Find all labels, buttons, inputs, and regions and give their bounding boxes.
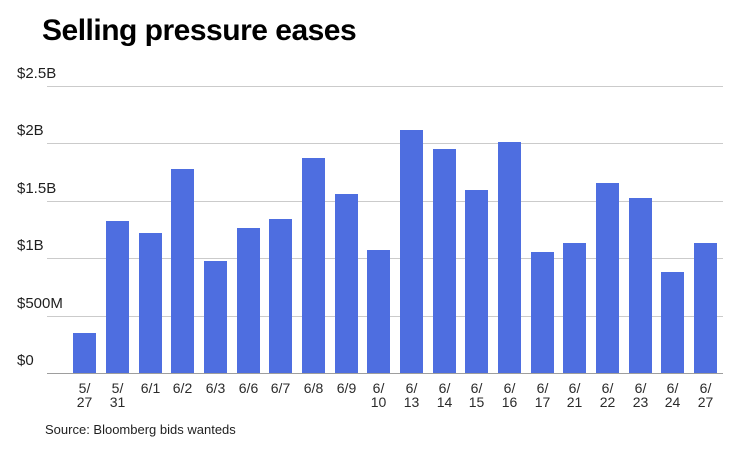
x-tick-label: 6/22 <box>599 380 616 410</box>
bar <box>563 243 586 373</box>
gridline <box>47 201 723 202</box>
y-tick-label: $2B <box>17 122 44 139</box>
x-tick-label: 6/23 <box>632 380 649 410</box>
x-tick-label: 6/27 <box>697 380 714 410</box>
source-note: Source: Bloomberg bids wanteds <box>45 422 236 437</box>
chart-title: Selling pressure eases <box>42 14 357 47</box>
bar <box>269 219 292 373</box>
bar <box>302 158 325 373</box>
gridline <box>47 143 723 144</box>
bar <box>367 250 390 373</box>
bar <box>596 183 619 373</box>
bar <box>498 142 521 373</box>
x-tick-label: 6/16 <box>501 380 518 410</box>
x-tick-label: 6/3 <box>205 380 226 396</box>
bar <box>433 149 456 373</box>
gridline <box>47 86 723 87</box>
x-tick-label: 6/24 <box>664 380 681 410</box>
x-tick-label: 6/14 <box>436 380 453 410</box>
x-tick-label: 6/10 <box>370 380 387 410</box>
bar <box>465 190 488 373</box>
x-tick-label: 6/17 <box>534 380 551 410</box>
x-tick-label: 6/8 <box>303 380 324 396</box>
y-tick-label: $0 <box>17 352 34 369</box>
bar <box>73 333 96 373</box>
x-tick-label: 6/13 <box>403 380 420 410</box>
x-tick-label: 6/2 <box>172 380 193 396</box>
bar <box>237 228 260 373</box>
x-tick-label: 6/6 <box>238 380 259 396</box>
x-tick-label: 6/7 <box>270 380 291 396</box>
bar <box>661 272 684 373</box>
y-tick-label: $1.5B <box>17 180 57 197</box>
bar <box>400 130 423 373</box>
x-tick-label: 5/31 <box>109 380 126 410</box>
bar <box>694 243 717 373</box>
bar <box>531 252 554 373</box>
x-tick-label: 6/21 <box>566 380 583 410</box>
bar <box>171 169 194 373</box>
x-tick-label: 5/27 <box>76 380 93 410</box>
x-tick-label: 6/15 <box>468 380 485 410</box>
bar <box>139 233 162 373</box>
bar <box>629 198 652 373</box>
bar <box>335 194 358 373</box>
y-tick-label: $2.5B <box>17 65 57 82</box>
x-tick-label: 6/9 <box>336 380 357 396</box>
x-axis-baseline <box>47 373 723 374</box>
y-tick-label: $1B <box>17 237 44 254</box>
bar <box>204 261 227 373</box>
x-tick-label: 6/1 <box>140 380 161 396</box>
y-tick-label: $500M <box>17 295 63 312</box>
bar <box>106 221 129 373</box>
